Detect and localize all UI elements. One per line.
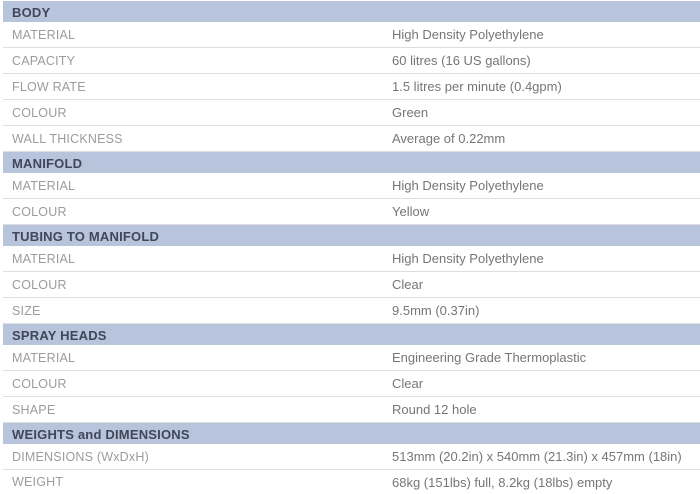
spec-value: Green [392,105,429,120]
spec-label: CAPACITY [12,53,76,68]
spec-row: CAPACITY 60 litres (16 US gallons) [3,48,700,74]
spec-row: MATERIAL High Density Polyethylene [3,173,700,199]
spec-section: SPRAY HEADS MATERIAL Engineering Grade T… [3,324,700,423]
spec-row: COLOUR Clear [3,371,700,397]
section-header: BODY [3,1,700,22]
spec-label: SIZE [12,303,41,318]
spec-value: 513mm (20.2in) x 540mm (21.3in) x 457mm … [392,449,682,464]
spec-row: MATERIAL Engineering Grade Thermoplastic [3,345,700,371]
spec-row: SIZE 9.5mm (0.37in) [3,298,700,324]
spec-value: High Density Polyethylene [392,251,544,266]
spec-value: 1.5 litres per minute (0.4gpm) [392,79,562,94]
spec-section: MANIFOLD MATERIAL High Density Polyethyl… [3,152,700,225]
spec-label: FLOW RATE [12,79,86,94]
spec-label: MATERIAL [12,178,76,193]
spec-label: COLOUR [12,376,67,391]
spec-value: Average of 0.22mm [392,131,506,146]
section-title: MANIFOLD [12,155,83,171]
section-header: TUBING TO MANIFOLD [3,225,700,246]
spec-value: High Density Polyethylene [392,27,544,42]
spec-label: COLOUR [12,277,67,292]
spec-section: WEIGHTS and DIMENSIONS DIMENSIONS (WxDxH… [3,423,700,494]
spec-value: Yellow [392,204,430,219]
spec-value: Clear [392,376,424,391]
spec-label: SHAPE [12,402,56,417]
section-title: TUBING TO MANIFOLD [12,228,160,244]
spec-section: TUBING TO MANIFOLD MATERIAL High Density… [3,225,700,324]
section-title: BODY [12,4,51,20]
spec-value: 9.5mm (0.37in) [392,303,480,318]
spec-row: COLOUR Green [3,100,700,126]
spec-value: Clear [392,277,424,292]
spec-label: MATERIAL [12,251,76,266]
spec-row: MATERIAL High Density Polyethylene [3,22,700,48]
spec-value: High Density Polyethylene [392,178,544,193]
section-title: SPRAY HEADS [12,327,107,343]
section-header: SPRAY HEADS [3,324,700,345]
spec-row: COLOUR Clear [3,272,700,298]
spec-value: Round 12 hole [392,402,477,417]
spec-label: DIMENSIONS (WxDxH) [12,449,149,464]
section-header: WEIGHTS and DIMENSIONS [3,423,700,444]
spec-label: WALL THICKNESS [12,131,123,146]
spec-row: SHAPE Round 12 hole [3,397,700,423]
spec-row: FLOW RATE 1.5 litres per minute (0.4gpm) [3,74,700,100]
spec-row: WALL THICKNESS Average of 0.22mm [3,126,700,152]
spec-label: COLOUR [12,105,67,120]
section-header: MANIFOLD [3,152,700,173]
spec-row: MATERIAL High Density Polyethylene [3,246,700,272]
spec-label: WEIGHT [12,475,64,489]
spec-value: Engineering Grade Thermoplastic [392,350,587,365]
spec-row: DIMENSIONS (WxDxH) 513mm (20.2in) x 540m… [3,444,700,470]
spec-section: BODY MATERIAL High Density Polyethylene … [3,1,700,152]
section-title: WEIGHTS and DIMENSIONS [12,426,190,442]
spec-table: BODY MATERIAL High Density Polyethylene … [3,1,700,494]
spec-value: 68kg (151lbs) full, 8.2kg (18lbs) empty [392,474,613,490]
spec-row: WEIGHT 68kg (151lbs) full, 8.2kg (18lbs)… [3,470,700,494]
spec-label: COLOUR [12,204,67,219]
spec-row: COLOUR Yellow [3,199,700,225]
spec-label: MATERIAL [12,350,76,365]
spec-label: MATERIAL [12,27,76,42]
spec-value: 60 litres (16 US gallons) [392,53,531,68]
